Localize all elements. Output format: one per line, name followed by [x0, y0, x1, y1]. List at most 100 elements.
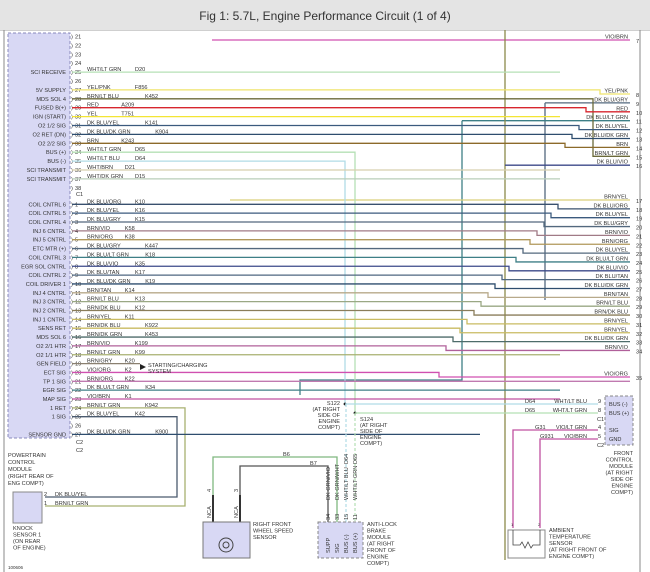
- wire-circuit-id: K199: [135, 341, 148, 347]
- pin-bracket-icon: ): [71, 70, 73, 76]
- pcm-pin-function: COIL CNTRL 3: [28, 255, 66, 261]
- pin-number: 21: [75, 379, 81, 385]
- abs-pin-number: 33: [335, 514, 341, 520]
- ambient-sensor-caption: TEMPERATURE: [549, 535, 591, 541]
- wire-color-label: DK BLU/GRY: [87, 217, 121, 223]
- right-terminal-color-label: BRN/VIO: [605, 230, 629, 236]
- abs-caption: ENGINE: [367, 555, 389, 561]
- pin-bracket-icon: ): [71, 415, 73, 421]
- wire-color-label: BRN/VIO: [87, 341, 111, 347]
- figure-title: Fig 1: 5.7L, Engine Performance Circuit …: [199, 9, 451, 23]
- wire-pcm-c2-pin-10: [72, 283, 630, 290]
- wire-circuit-id: D15: [135, 174, 145, 180]
- pin-number: 19: [75, 362, 81, 368]
- right-terminal-color-label: RED: [616, 106, 628, 112]
- fcm-pin-number: 4: [598, 425, 601, 431]
- fcm-pin-number: 5: [598, 434, 601, 440]
- wire-pcm-c2-pin-13: [72, 309, 630, 316]
- pin-bracket-icon: ): [71, 238, 73, 244]
- fcm-wire-label: VIO/BRN: [564, 434, 587, 440]
- fcm-pin-function: SIG: [609, 428, 619, 434]
- splice-caption: COMPT): [360, 441, 382, 447]
- wire-color-label: WHT/DK GRN: [87, 174, 123, 180]
- pin-bracket-icon: ): [71, 300, 73, 306]
- pcm-pin-function: INJ 4 CNTRL: [33, 291, 66, 297]
- pin-number: 29: [75, 106, 81, 112]
- pin-number: 28: [75, 97, 81, 103]
- pin-number: 23: [75, 397, 81, 403]
- pcm-pin-function: SENSOR GND: [28, 432, 66, 438]
- wire-circuit-id: K34: [145, 385, 155, 391]
- pin-number: 34: [75, 150, 81, 156]
- pin-bracket-icon: ): [71, 141, 73, 147]
- pin-number: 26: [75, 424, 81, 430]
- wheel-speed-sensor-box: [202, 521, 251, 559]
- abs-circuit-id: D65: [353, 454, 359, 464]
- pin-bracket-icon: ): [71, 309, 73, 315]
- ambient-pin-number: 1: [511, 522, 514, 527]
- pin-number: 15: [75, 326, 81, 332]
- wire-circuit-id: K18: [145, 252, 155, 258]
- pcm-pin-function: COIL DRIVER 1: [26, 282, 66, 288]
- right-terminal-color-label: BRN: [616, 142, 628, 148]
- right-terminal-color-label: DK BLU/YEL: [596, 212, 628, 218]
- abs-pin-function: BUS (+): [353, 533, 359, 553]
- connector-label-c2-end: C2: [76, 448, 83, 454]
- right-terminal-color-label: BRN/TAN: [604, 292, 628, 298]
- fcm-caption: COMPT): [611, 490, 633, 496]
- right-terminal-number: 33: [636, 341, 642, 347]
- pcm-box: [7, 32, 71, 439]
- right-terminal-number: 18: [636, 208, 642, 214]
- starting-charging-label: STARTING/CHARGING: [148, 363, 207, 369]
- pcm-pin-function: FUSED B(+): [35, 106, 66, 112]
- wire-g931: [539, 438, 598, 528]
- wire-pcm-c2-pin-25: [45, 416, 178, 498]
- knock-sensor-pin-number: 1: [44, 501, 47, 507]
- pin-bracket-icon: ): [71, 168, 73, 174]
- figure-id: 100606: [8, 565, 24, 570]
- pcm-caption: CONTROL: [8, 460, 35, 466]
- wheel-sensor-circuit-id: B7: [310, 461, 317, 467]
- wire-pcm-c1-pin-34: [72, 151, 356, 413]
- pcm-pin-function: GEN FIELD: [36, 362, 66, 368]
- right-terminal-color-label: DK BLU/DK GRN: [584, 283, 628, 289]
- wire-color-label: BRN/TAN: [87, 288, 111, 294]
- right-terminal-number: 32: [636, 332, 642, 338]
- pin-number: 32: [75, 132, 81, 138]
- wheel-sensor-caption: WHEEL SPEED: [253, 529, 293, 535]
- wire-color-label: RED: [87, 103, 99, 109]
- pin-number: 22: [75, 388, 81, 394]
- pin-bracket-icon: ): [71, 35, 73, 41]
- fcm-caption: (AT RIGHT: [606, 471, 634, 477]
- pin-number: 18: [75, 353, 81, 359]
- pin-bracket-icon: ): [71, 317, 73, 323]
- wire-color-label: BRN/YEL: [87, 314, 111, 320]
- pcm-pin-function: BUS (-): [47, 159, 66, 165]
- wire-color-label: YEL/PNK: [87, 85, 111, 91]
- right-terminal-number: 9: [636, 102, 639, 108]
- pcm-pin-function: INJ 1 CNTRL: [33, 317, 66, 323]
- pcm-caption: ENG COMPT): [8, 481, 44, 487]
- abs-wire-label: WHT/LT GRN: [353, 466, 359, 500]
- wire-circuit-id: K22: [125, 376, 135, 382]
- pcm-pin-function: INJ 5 CNTRL: [33, 238, 66, 244]
- pcm-pin-function: COIL CNTRL 6: [28, 202, 66, 208]
- ambient-sensor-caption: ENGINE COMPT): [549, 554, 594, 560]
- splice-caption: SIDE OF: [360, 429, 383, 435]
- pin-number: 8: [75, 264, 78, 270]
- wire-color-label: VIO/ORG: [87, 367, 111, 373]
- wire-circuit-id: K452: [145, 94, 158, 100]
- right-terminal-number: 8: [636, 93, 639, 99]
- right-terminal-color-label: YEL/PNK: [604, 89, 628, 95]
- pin-number: 10: [75, 282, 81, 288]
- pcm-pin-function: 1 RET: [50, 406, 66, 412]
- wire-pcm-c2-pin-6: [72, 247, 630, 254]
- fcm-wire-label: WHT/LT GRN: [553, 408, 587, 414]
- right-terminal-color-label: BRN/VIO: [605, 345, 629, 351]
- right-terminal-number: 34: [636, 349, 642, 355]
- pin-bracket-icon: ): [71, 282, 73, 288]
- abs-pin-function: BUS (-): [344, 534, 350, 553]
- pin-bracket-icon: ): [71, 211, 73, 217]
- wire-circuit-id: K14: [125, 288, 135, 294]
- right-terminal-number: 20: [636, 226, 642, 232]
